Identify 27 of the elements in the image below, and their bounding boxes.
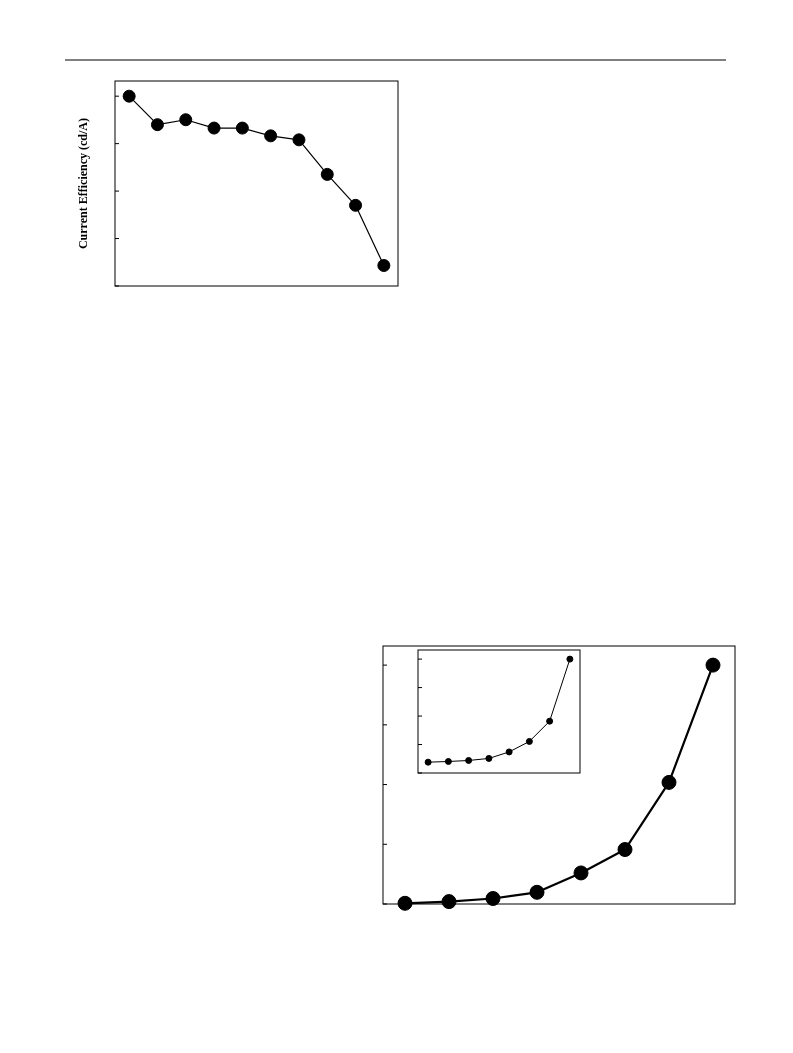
point [573, 865, 589, 881]
point [566, 655, 574, 663]
point [377, 259, 391, 272]
point [705, 657, 721, 673]
point [320, 167, 334, 181]
point [529, 884, 545, 900]
point [617, 842, 633, 858]
point [122, 89, 136, 103]
point [235, 121, 249, 135]
point [525, 737, 533, 745]
point [546, 717, 554, 725]
point [150, 118, 164, 132]
point [661, 774, 677, 790]
point [505, 748, 513, 756]
point [465, 756, 473, 764]
point [179, 113, 193, 127]
point [441, 894, 457, 910]
point [485, 891, 501, 907]
point [292, 133, 306, 147]
point [207, 121, 221, 135]
y-axis-title: Current Efficiency (cd/A) [76, 117, 90, 250]
point [424, 758, 432, 766]
point [485, 754, 493, 762]
point [444, 758, 452, 765]
point [397, 895, 413, 911]
point [349, 198, 363, 212]
point [264, 129, 278, 143]
